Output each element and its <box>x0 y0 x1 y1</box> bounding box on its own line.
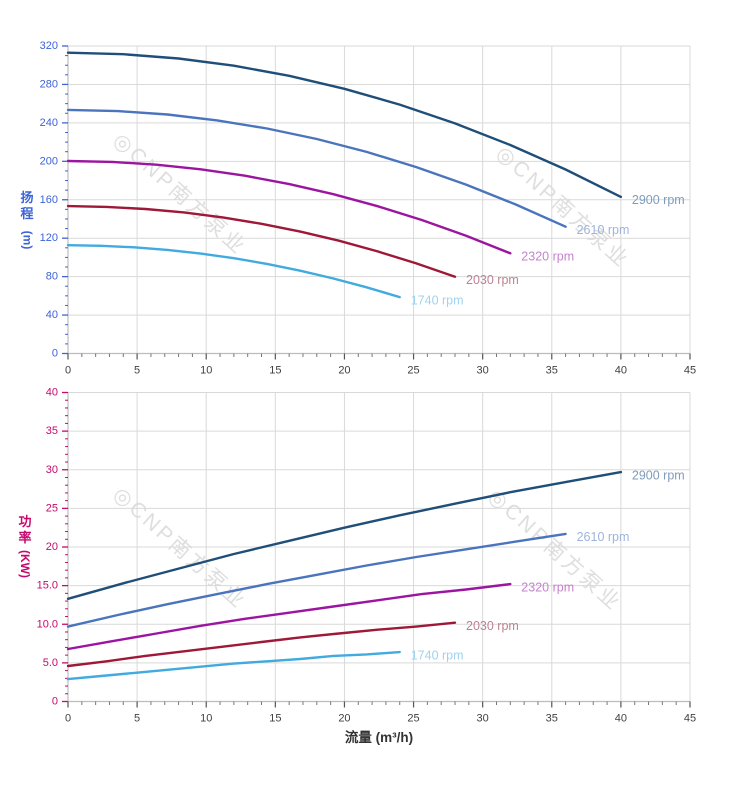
y-tick-label: 240 <box>40 117 58 129</box>
curve-power-1740rpm <box>66 650 401 681</box>
x-tick-label: 45 <box>684 713 696 725</box>
y-tick-label: 0 <box>52 696 58 708</box>
head-axis-unit: (m) <box>19 230 34 250</box>
chart-power: 0 5.0 10.0 15.0 20 25 30 35 40 0 5 10 15 20 25 30 35 40 45… <box>37 387 697 725</box>
y-tick-label: 40 <box>46 387 58 399</box>
curve-head-2610rpm <box>66 108 567 228</box>
x-tick-label: 35 <box>546 365 558 377</box>
x-tick-label: 35 <box>546 713 558 725</box>
y-tick-label: 15.0 <box>37 580 58 592</box>
x-tick-label: 10 <box>200 713 212 725</box>
chart-head: 0 40 80 120 160 200 240 280 320 0 5 10 15 20 25 30 35 40 4… <box>40 40 696 377</box>
x-tick-label: 5 <box>134 713 140 725</box>
y-tick-label: 120 <box>40 232 58 244</box>
curve-head-1740rpm <box>66 243 401 299</box>
curve-power-2030rpm <box>66 621 457 668</box>
y-tick-label: 20 <box>46 541 58 553</box>
y-tick-label: 280 <box>40 78 58 90</box>
series-label-head-2610rpm: 2610 rpm <box>577 223 630 237</box>
series-label-power-2900rpm: 2900 rpm <box>632 468 685 482</box>
x-tick-label: 40 <box>615 365 627 377</box>
x-tick-label: 45 <box>684 365 696 377</box>
y-tick-label: 80 <box>46 271 58 283</box>
series-label-head-1740rpm: 1740 rpm <box>411 293 464 307</box>
y-tick-label: 320 <box>40 40 58 52</box>
curve-power-2900rpm <box>66 470 623 600</box>
power-axis-title-char2: 率 <box>18 530 32 545</box>
power-axis-unit: (KW) <box>17 550 32 578</box>
curve-head-2320rpm <box>66 159 512 255</box>
y-tick-label: 0 <box>52 348 58 360</box>
series-label-power-2610rpm: 2610 rpm <box>577 530 630 544</box>
y-tick-label: 35 <box>46 425 58 437</box>
flow-axis-title: 流量 (m³/h) <box>344 730 414 745</box>
curve-head-2030rpm <box>66 204 457 278</box>
y-tick-label: 200 <box>40 155 58 167</box>
x-tick-label: 10 <box>200 365 212 377</box>
y-tick-label: 40 <box>46 309 58 321</box>
y-tick-label: 30 <box>46 464 58 476</box>
y-tick-label: 5.0 <box>43 657 58 669</box>
y-tick-label: 25 <box>46 502 58 514</box>
head-axis-title: 扬 程 (m) <box>12 190 42 250</box>
x-tick-label: 0 <box>65 713 71 725</box>
power-axis-title: 功 率 (KW) <box>10 514 40 578</box>
x-tick-label: 40 <box>615 713 627 725</box>
cnp-watermark: ◎CNP南方泵业 <box>109 483 251 614</box>
x-tick-label: 25 <box>407 365 419 377</box>
y-tick-label: 160 <box>40 194 58 206</box>
series-label-power-2320rpm: 2320 rpm <box>521 580 574 594</box>
x-tick-label: 20 <box>338 713 350 725</box>
x-tick-label: 0 <box>65 365 71 377</box>
series-label-head-2030rpm: 2030 rpm <box>466 273 519 287</box>
y-tick-label: 10.0 <box>37 618 58 630</box>
x-tick-label: 15 <box>269 713 281 725</box>
x-tick-label: 25 <box>407 713 419 725</box>
series-label-power-1740rpm: 1740 rpm <box>411 648 464 662</box>
curve-power-2610rpm <box>66 532 567 628</box>
power-axis-title-char1: 功 <box>18 514 32 529</box>
head-axis-title-char1: 扬 <box>20 190 34 205</box>
cnp-watermark: ◎CNP南方泵业 <box>109 129 251 260</box>
x-tick-label: 30 <box>477 713 489 725</box>
x-tick-label: 20 <box>338 365 350 377</box>
curve-head-2900rpm <box>66 51 623 199</box>
head-axis-title-char2: 程 <box>20 206 34 221</box>
x-tick-label: 15 <box>269 365 281 377</box>
x-tick-label: 5 <box>134 365 140 377</box>
series-label-head-2320rpm: 2320 rpm <box>521 250 574 264</box>
curve-power-2320rpm <box>66 582 512 651</box>
cnp-watermark: ◎CNP南方泵业 <box>484 485 626 616</box>
series-label-head-2900rpm: 2900 rpm <box>632 193 685 207</box>
x-tick-label: 30 <box>477 365 489 377</box>
series-label-power-2030rpm: 2030 rpm <box>466 619 519 633</box>
